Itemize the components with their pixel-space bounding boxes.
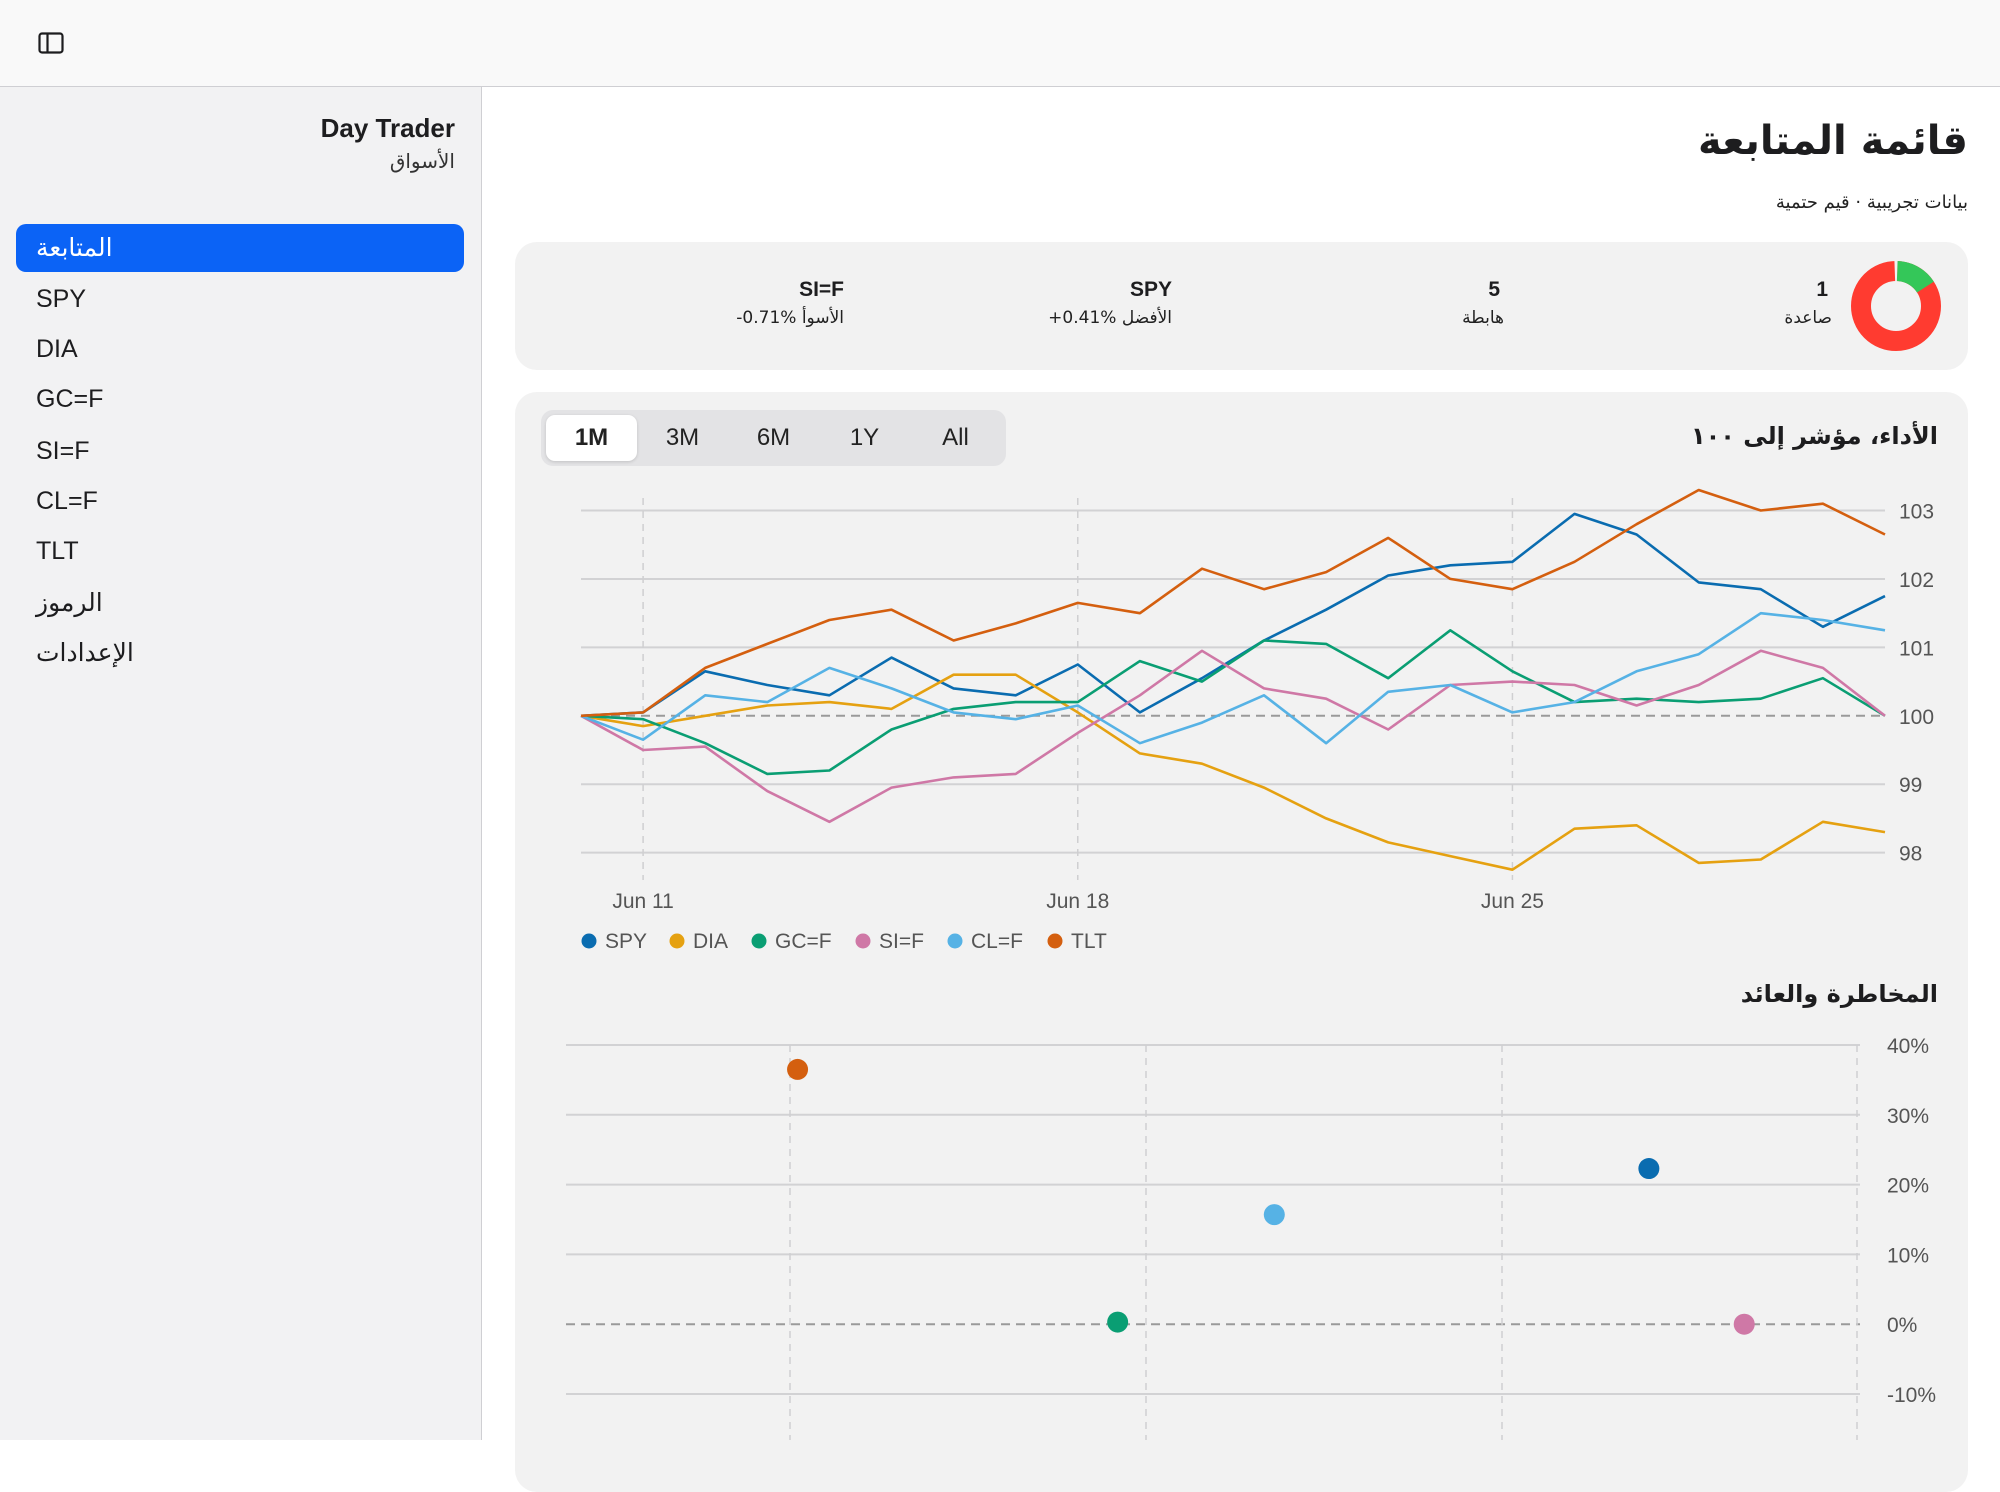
y-tick-label: 98 — [1899, 843, 1922, 866]
sidebar-item-label: CL=F — [36, 487, 98, 515]
range-6m-button[interactable]: 6M — [756, 424, 791, 451]
app-subtitle: الأسواق — [389, 149, 455, 173]
legend-label: GC=F — [775, 930, 832, 953]
performance-chart: 98 99 100 101 102 103 Jun 11 Jun 18 Jun 25 SPY DIA… — [566, 488, 1936, 1440]
y-tick-label: 40% — [1887, 1035, 1929, 1058]
risk-title: المخاطرة والعائد — [1740, 980, 1938, 1008]
legend-swatch — [669, 933, 685, 949]
scatter-point-gcf — [1107, 1311, 1129, 1333]
x-tick-label: Jun 11 — [612, 890, 674, 913]
sidebar-item-tlt[interactable]: TLT — [16, 527, 464, 575]
up-label: صاعدة — [1784, 308, 1832, 328]
scatter-point-tlt — [787, 1058, 809, 1080]
app-name: Day Trader — [320, 113, 455, 143]
sidebar-item-spy[interactable]: SPY — [16, 275, 464, 323]
legend-swatch — [751, 933, 767, 949]
sidebar-item-symbols[interactable]: الرموز — [16, 579, 464, 627]
legend-label: CL=F — [971, 930, 1023, 953]
sidebar-item-label: SPY — [36, 285, 87, 313]
series-line-gcf — [580, 628, 1886, 776]
legend-swatch — [581, 933, 597, 949]
down-label: هابطة — [1462, 308, 1504, 328]
y-tick-label: 20% — [1887, 1175, 1929, 1198]
sidebar-toggle-icon[interactable] — [38, 32, 64, 54]
series-line-sif — [580, 649, 1886, 824]
series-line-spy — [580, 512, 1886, 718]
up-count: 1 — [1816, 278, 1828, 301]
sidebar-item-label: GC=F — [36, 385, 104, 413]
y-tick-label: 102 — [1899, 569, 1934, 592]
x-tick-label: Jun 18 — [1046, 890, 1109, 913]
y-tick-label: 99 — [1899, 774, 1922, 797]
legend-label: SI=F — [879, 930, 924, 953]
page-title: قائمة المتابعة — [1698, 118, 1968, 164]
sidebar-item-silver[interactable]: SI=F — [16, 427, 464, 475]
scatter-point-spy — [1638, 1158, 1660, 1180]
sidebar-item-label: DIA — [36, 335, 78, 363]
sidebar-item-label: الإعدادات — [36, 639, 134, 667]
legend-swatch — [947, 933, 963, 949]
scatter-point-clf — [1263, 1204, 1285, 1226]
series-line-tlt — [580, 488, 1886, 718]
best-symbol: SPY — [1129, 278, 1172, 301]
legend-label: SPY — [605, 930, 647, 953]
y-tick-label: -10% — [1887, 1384, 1936, 1407]
legend-swatch — [1047, 933, 1063, 949]
range-1m-button[interactable]: 1M — [546, 415, 637, 461]
worst-label: -0.71% الأسوأ — [736, 308, 844, 328]
range-all-button[interactable]: All — [942, 424, 969, 451]
down-count: 5 — [1488, 278, 1500, 301]
y-tick-label: 10% — [1887, 1244, 1929, 1267]
summary-card: 1 صاعدة 5 هابطة SPY +0.41% الأفضل SI=F -… — [515, 242, 1968, 370]
x-tick-label: Jun 25 — [1481, 890, 1544, 913]
sidebar-item-label: TLT — [36, 537, 79, 565]
toolbar — [0, 0, 2000, 87]
range-1y-button[interactable]: 1Y — [849, 424, 880, 451]
sidebar-item-dia[interactable]: DIA — [16, 325, 464, 373]
sidebar-item-label: الرموز — [36, 589, 103, 617]
range-selector: 1M 3M 6M 1Y All — [541, 410, 1006, 466]
performance-title: الأداء، مؤشر إلى ١٠٠ — [1690, 422, 1938, 450]
y-tick-label: 100 — [1899, 706, 1934, 729]
sidebar-item-watchlist[interactable]: المتابعة — [16, 224, 464, 272]
sidebar-item-gold[interactable]: GC=F — [16, 375, 464, 423]
series-line-clf — [580, 611, 1886, 745]
sidebar-item-crude[interactable]: CL=F — [16, 477, 464, 525]
legend-label: DIA — [693, 930, 728, 953]
sidebar-item-settings[interactable]: الإعدادات — [16, 629, 464, 677]
series-line-dia — [580, 673, 1886, 872]
best-label: +0.41% الأفضل — [1048, 308, 1172, 328]
up-down-donut — [1850, 260, 1942, 352]
page-subtitle: بيانات تجريبية · قيم حتمية — [1775, 192, 1968, 213]
segment-gap — [1850, 260, 1942, 352]
y-tick-label: 0% — [1887, 1314, 1917, 1337]
legend-label: TLT — [1071, 930, 1107, 953]
sidebar-item-label: SI=F — [36, 437, 90, 465]
scatter-point-sif — [1733, 1313, 1755, 1335]
range-3m-button[interactable]: 3M — [665, 424, 700, 451]
sidebar: Day Trader الأسواق المتابعة SPY DIA GC=F… — [0, 87, 482, 1440]
legend-swatch — [855, 933, 871, 949]
y-tick-label: 101 — [1899, 637, 1934, 660]
sidebar-item-label: المتابعة — [36, 234, 113, 262]
y-tick-label: 103 — [1899, 501, 1934, 524]
worst-symbol: SI=F — [799, 278, 844, 301]
y-tick-label: 30% — [1887, 1105, 1929, 1128]
